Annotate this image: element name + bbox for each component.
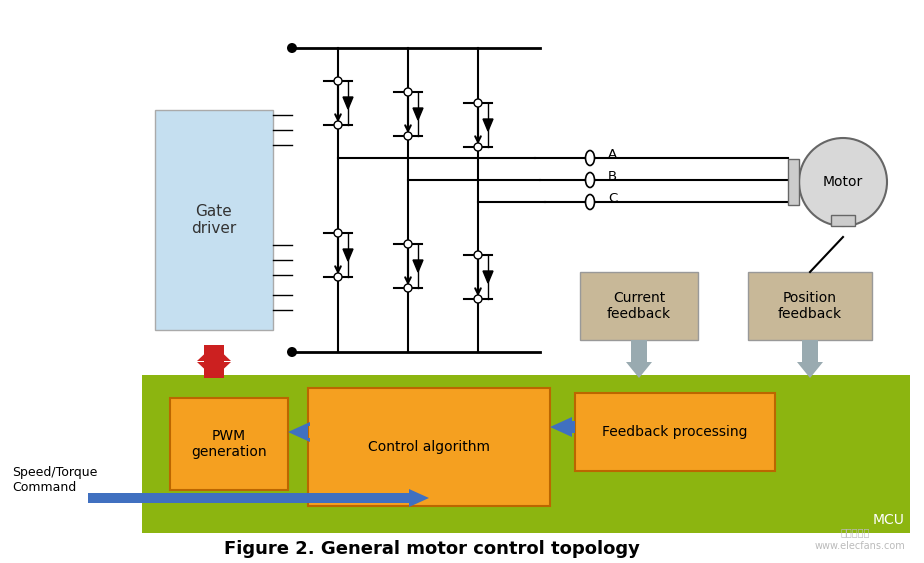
Polygon shape bbox=[343, 97, 353, 109]
FancyArrow shape bbox=[197, 345, 231, 378]
Text: Motor: Motor bbox=[823, 175, 863, 189]
Polygon shape bbox=[413, 108, 423, 120]
Circle shape bbox=[334, 121, 342, 129]
Text: A: A bbox=[608, 149, 617, 162]
Circle shape bbox=[334, 77, 342, 85]
Circle shape bbox=[474, 143, 482, 151]
Circle shape bbox=[799, 138, 887, 226]
Ellipse shape bbox=[586, 150, 594, 166]
Circle shape bbox=[474, 251, 482, 259]
Circle shape bbox=[287, 43, 297, 53]
Circle shape bbox=[474, 295, 482, 303]
Circle shape bbox=[287, 347, 297, 357]
Text: Feedback processing: Feedback processing bbox=[602, 425, 748, 439]
Text: PWM
generation: PWM generation bbox=[191, 429, 267, 459]
Circle shape bbox=[334, 273, 342, 281]
FancyArrow shape bbox=[197, 345, 231, 378]
Circle shape bbox=[334, 229, 342, 237]
Text: Figure 2. General motor control topology: Figure 2. General motor control topology bbox=[224, 540, 640, 558]
Text: Position
feedback: Position feedback bbox=[778, 291, 842, 321]
Polygon shape bbox=[483, 119, 493, 131]
Circle shape bbox=[404, 240, 412, 248]
Polygon shape bbox=[483, 271, 493, 283]
Text: Gate
driver: Gate driver bbox=[191, 204, 237, 236]
FancyArrow shape bbox=[288, 422, 310, 442]
Bar bbox=[142, 375, 910, 533]
FancyArrow shape bbox=[626, 340, 652, 378]
Text: Current
feedback: Current feedback bbox=[607, 291, 671, 321]
Text: Speed/Torque
Command: Speed/Torque Command bbox=[12, 466, 97, 494]
Bar bbox=[748, 272, 872, 340]
Bar bbox=[170, 398, 288, 490]
Bar bbox=[788, 159, 799, 205]
Ellipse shape bbox=[586, 194, 594, 209]
Polygon shape bbox=[413, 260, 423, 272]
Text: Control algorithm: Control algorithm bbox=[368, 440, 490, 454]
Circle shape bbox=[474, 99, 482, 107]
Bar bbox=[831, 215, 855, 226]
Text: 电子发烧友: 电子发烧友 bbox=[841, 527, 870, 537]
Bar bbox=[155, 110, 273, 330]
FancyArrow shape bbox=[550, 417, 575, 437]
Text: C: C bbox=[608, 193, 617, 205]
Bar bbox=[580, 272, 698, 340]
Text: www.elecfans.com: www.elecfans.com bbox=[814, 541, 905, 551]
Circle shape bbox=[404, 284, 412, 292]
FancyArrow shape bbox=[797, 340, 823, 378]
FancyArrow shape bbox=[88, 489, 429, 507]
Ellipse shape bbox=[586, 172, 594, 187]
Circle shape bbox=[404, 132, 412, 140]
Circle shape bbox=[404, 88, 412, 96]
Text: MCU: MCU bbox=[872, 513, 904, 527]
Bar bbox=[308, 388, 550, 506]
Polygon shape bbox=[343, 249, 353, 261]
Text: B: B bbox=[608, 171, 617, 184]
Bar bbox=[575, 393, 775, 471]
